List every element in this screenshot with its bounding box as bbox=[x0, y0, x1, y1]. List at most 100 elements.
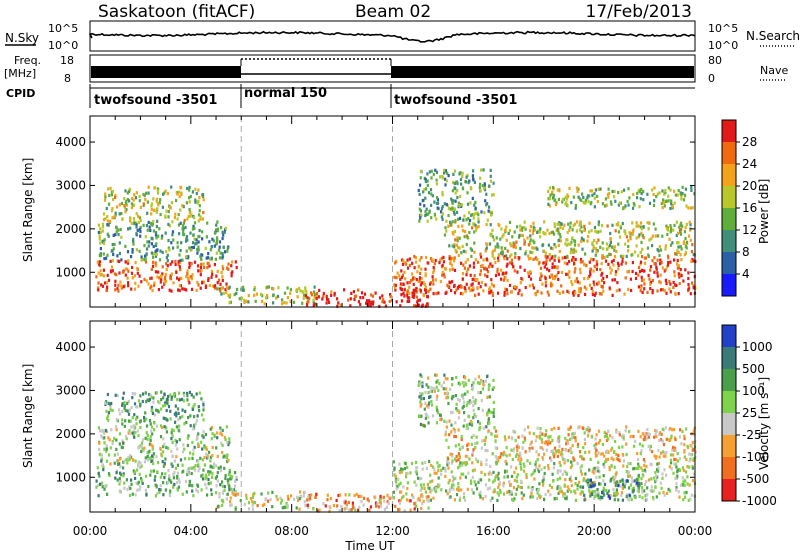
velocity-cell bbox=[585, 479, 588, 483]
power-cell bbox=[584, 198, 587, 202]
power-cell bbox=[165, 249, 168, 254]
velocity-cell bbox=[424, 490, 427, 494]
power-cell bbox=[666, 265, 669, 269]
power-cell bbox=[174, 212, 177, 216]
power-cell bbox=[579, 257, 583, 262]
velocity-cell bbox=[660, 432, 663, 436]
power-cell bbox=[150, 204, 153, 208]
power-cell bbox=[372, 300, 375, 304]
power-cell bbox=[337, 301, 340, 305]
velocity-cell bbox=[519, 454, 522, 458]
power-cell bbox=[253, 293, 256, 297]
velocity-cell bbox=[397, 477, 400, 481]
velocity-cell bbox=[263, 502, 266, 506]
velocity-cell bbox=[156, 470, 159, 474]
velocity-cell bbox=[425, 383, 428, 387]
velocity-cell bbox=[611, 446, 614, 450]
power-cell bbox=[631, 232, 634, 236]
velocity-cell bbox=[318, 508, 321, 512]
power-cell bbox=[455, 180, 458, 184]
velocity-cell bbox=[466, 400, 469, 405]
power-cell bbox=[505, 254, 508, 258]
power-cell bbox=[640, 187, 643, 191]
velocity-cell bbox=[465, 383, 468, 387]
power-cell bbox=[616, 223, 619, 227]
velocity-cell bbox=[623, 484, 626, 488]
power-cell bbox=[99, 269, 102, 273]
power-cell bbox=[446, 171, 449, 175]
power-cell bbox=[614, 270, 618, 274]
velocity-cell bbox=[451, 475, 455, 479]
power-cell bbox=[138, 216, 142, 220]
velocity-cell bbox=[177, 428, 180, 432]
power-cell bbox=[441, 273, 444, 277]
velocity-cell bbox=[160, 398, 163, 402]
power-cell bbox=[416, 270, 419, 274]
velocity-cell bbox=[487, 472, 490, 476]
velocity-cell bbox=[457, 482, 460, 486]
velocity-cell bbox=[101, 429, 104, 434]
velocity-cell bbox=[427, 391, 430, 395]
power-cell bbox=[419, 289, 422, 293]
velocity-cell bbox=[465, 461, 469, 465]
velocity-cell bbox=[189, 414, 192, 418]
power-cell bbox=[191, 190, 194, 194]
power-cell bbox=[289, 291, 292, 295]
velocity-cell bbox=[227, 481, 230, 485]
power-cell bbox=[230, 274, 233, 278]
power-cell bbox=[554, 198, 557, 202]
power-cell bbox=[648, 277, 651, 281]
power-cell bbox=[589, 272, 592, 277]
power-cell bbox=[594, 247, 598, 251]
power-cell bbox=[442, 260, 445, 264]
velocity-cell bbox=[204, 473, 207, 477]
velocity-cell bbox=[135, 422, 138, 426]
power-cell bbox=[219, 282, 222, 286]
velocity-cell bbox=[310, 493, 313, 497]
power-cell bbox=[120, 235, 123, 239]
power-cell bbox=[161, 205, 164, 209]
power-cell bbox=[101, 284, 105, 288]
power-cell bbox=[673, 270, 676, 274]
power-cell bbox=[574, 257, 577, 262]
power-cell bbox=[472, 261, 475, 265]
power-cell bbox=[170, 185, 173, 189]
power-cell bbox=[484, 273, 487, 277]
power-cell bbox=[680, 247, 683, 251]
velocity-cell bbox=[463, 418, 466, 422]
velocity-cell bbox=[643, 460, 646, 464]
power-cell bbox=[627, 287, 630, 291]
velocity-cell bbox=[386, 493, 389, 497]
velocity-cell bbox=[440, 472, 443, 476]
power-cell bbox=[614, 272, 617, 277]
power-cell bbox=[528, 229, 532, 233]
velocity-cell bbox=[511, 497, 514, 502]
velocity-cell bbox=[566, 485, 569, 489]
power-cell bbox=[684, 251, 687, 255]
velocity-cell bbox=[548, 483, 551, 487]
power-cell bbox=[627, 270, 630, 274]
power-cell bbox=[120, 201, 123, 206]
power-cell bbox=[521, 226, 524, 230]
power-cell bbox=[597, 187, 600, 191]
velocity-cell bbox=[512, 429, 515, 433]
power-cell bbox=[681, 224, 684, 228]
velocity-cell bbox=[170, 449, 173, 453]
velocity-cell bbox=[664, 451, 667, 455]
power-cell bbox=[426, 302, 429, 306]
velocity-cell bbox=[427, 499, 430, 503]
power-cell bbox=[563, 223, 566, 227]
velocity-cell bbox=[561, 453, 564, 457]
power-cell bbox=[394, 261, 397, 265]
power-cell bbox=[557, 277, 560, 281]
velocity-cell bbox=[587, 425, 590, 430]
velocity-cell bbox=[435, 380, 438, 384]
power-cell bbox=[469, 289, 472, 293]
power-cell bbox=[617, 267, 620, 271]
velocity-cell bbox=[143, 419, 146, 423]
velocity-cell bbox=[517, 485, 520, 489]
velocity-cell bbox=[641, 496, 644, 500]
velocity-cell bbox=[230, 503, 233, 507]
power-cell bbox=[444, 291, 448, 295]
velocity-cell bbox=[470, 423, 474, 427]
